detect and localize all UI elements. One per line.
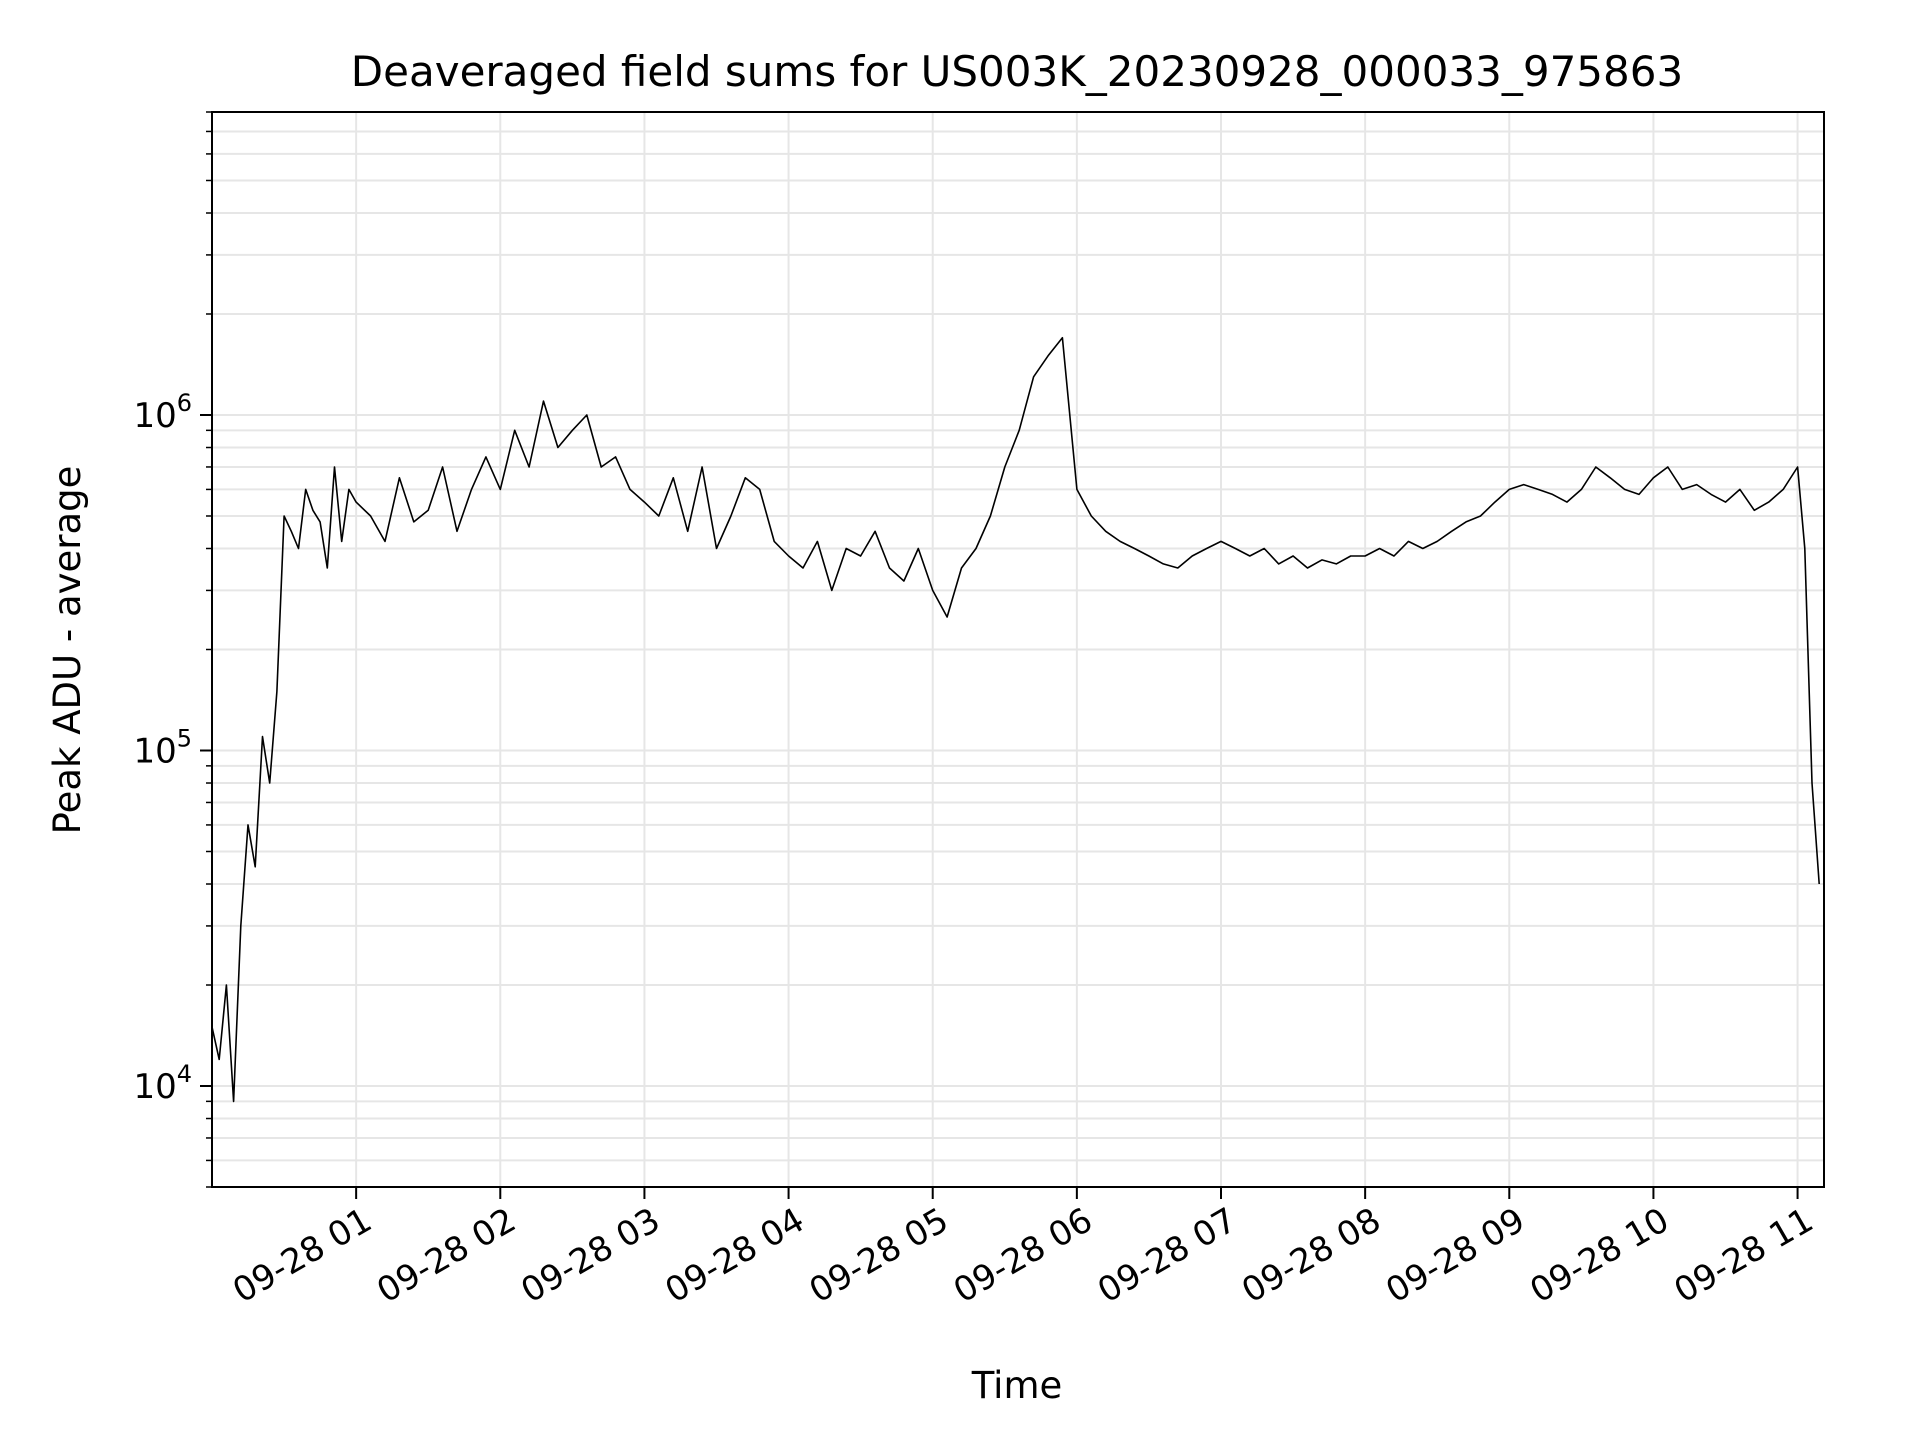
y-tick-label: 105 [133, 724, 192, 771]
chart-title: Deaveraged field sums for US003K_2023092… [351, 47, 1683, 96]
x-tick-label: 09-28 10 [1524, 1200, 1676, 1311]
y-axis-label: Peak ADU - average [46, 466, 89, 835]
y-tick-label: 106 [133, 389, 192, 436]
x-axis-label: Time [971, 1364, 1063, 1407]
x-tick-label: 09-28 06 [947, 1200, 1099, 1311]
y-tick-label: 104 [133, 1060, 192, 1107]
x-tick-label: 09-28 03 [515, 1200, 667, 1311]
x-tick-label: 09-28 11 [1668, 1200, 1820, 1311]
x-tick-label: 09-28 07 [1091, 1200, 1243, 1311]
series-line-0 [211, 336, 1820, 1103]
x-tick-label: 09-28 02 [370, 1200, 522, 1311]
x-tick-label: 09-28 09 [1379, 1200, 1531, 1311]
x-tick-label: 09-28 01 [226, 1200, 378, 1311]
x-tick-label: 09-28 04 [659, 1200, 811, 1311]
grid-layer [212, 111, 1824, 1188]
x-tick-label: 09-28 05 [803, 1200, 955, 1311]
series-layer [211, 336, 1820, 1103]
x-tick-label: 09-28 08 [1235, 1200, 1387, 1311]
